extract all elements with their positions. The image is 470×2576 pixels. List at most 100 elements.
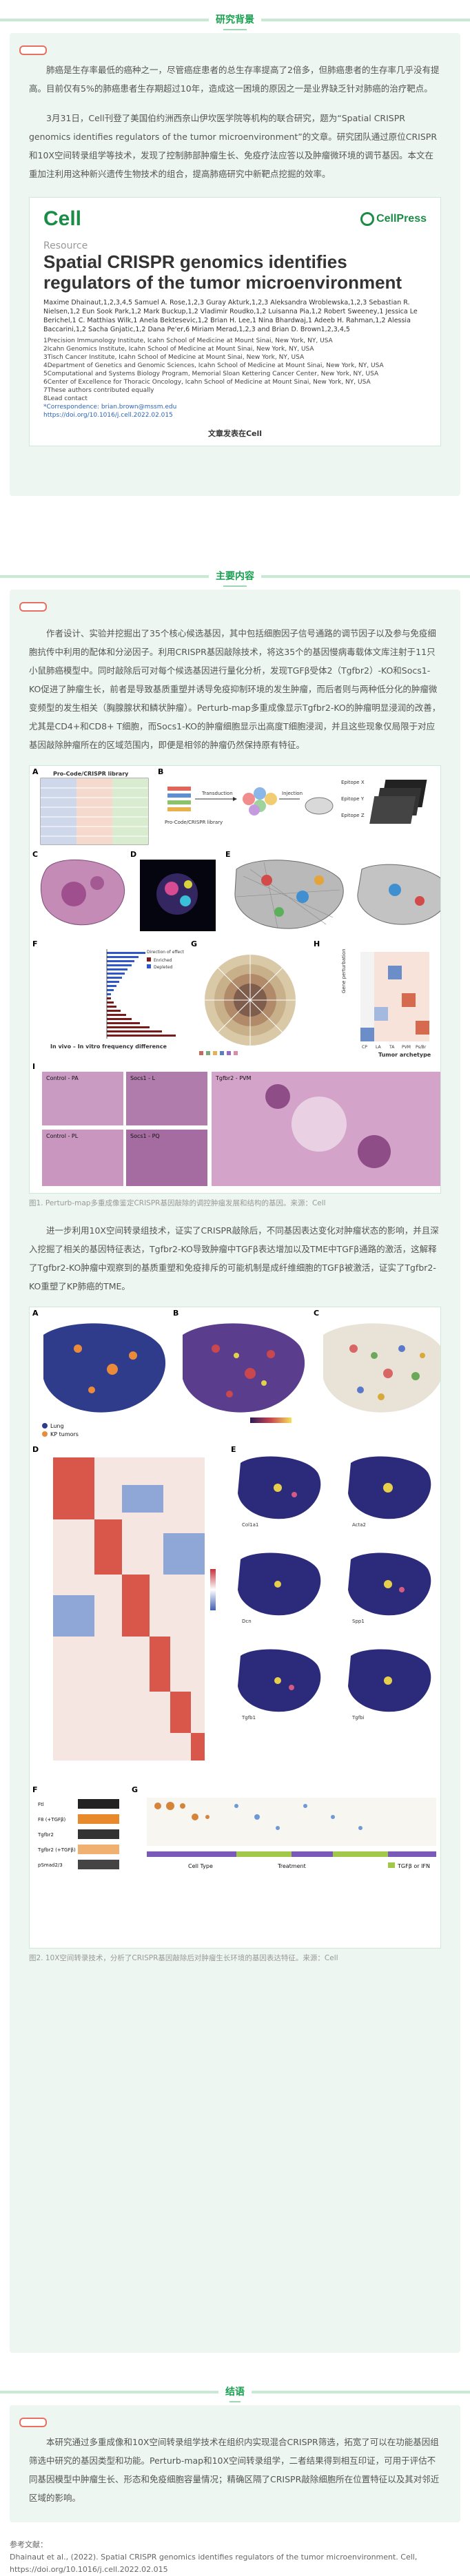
references-label: 参考文献：: [10, 2540, 48, 2549]
main-panel: 作者设计、实验并挖掘出了35个核心候选基因，其中包括细胞因子信号通路的调节因子以…: [10, 590, 460, 2353]
panel-label-d: D: [130, 850, 136, 859]
transduction-label: Transduction: [201, 791, 233, 796]
journal-logo: Cell: [43, 207, 82, 230]
paper-card: Cell CellPress Resource Spatial CRISPR g…: [29, 197, 441, 446]
library-vectors: [167, 787, 191, 811]
reference-item[interactable]: Dhainaut et al., (2022). Spatial CRISPR …: [10, 2553, 418, 2574]
epitope-label: Epitope Y: [341, 796, 365, 802]
panel-a-title: Pro-Code/CRISPR library: [53, 771, 129, 777]
svg-text:Tgfbi: Tgfbi: [351, 1715, 365, 1721]
svg-text:Tgfb1: Tgfb1: [241, 1715, 256, 1721]
paper-caption: 文章发表在Cell: [207, 429, 263, 438]
panel-h-xlabel: Tumor archetype: [378, 1052, 431, 1058]
paragraph: 本研究通过多重成像和10X空间转录组学技术在组织内实现混合CRISPR筛选，拓宽…: [29, 2437, 440, 2503]
paragraph: 进一步利用10X空间转录组技术，证实了CRISPR敲除后，不同基因表达变化对肿瘤…: [29, 1225, 439, 1291]
svg-text:PVM: PVM: [402, 1045, 411, 1050]
svg-text:Ps/Br: Ps/Br: [416, 1045, 427, 1050]
panel-label-d: D: [32, 1445, 39, 1454]
svg-text:Cell Type: Cell Type: [188, 1863, 213, 1869]
imaging-stack: [369, 780, 427, 824]
panel-label-c: C: [32, 850, 38, 859]
references: 参考文献： Dhainaut et al., (2022). Spatial C…: [0, 2522, 470, 2576]
panel-label-a: A: [32, 767, 39, 776]
svg-text:Spp1: Spp1: [352, 1619, 365, 1624]
epitope-label: Epitope X: [341, 780, 365, 785]
panel-label-b: B: [173, 1309, 178, 1318]
svg-text:Acta2: Acta2: [352, 1522, 366, 1528]
figure-2-graphic: A Lung KP tumors B C: [32, 1309, 440, 1869]
panel-f-blot: [78, 1799, 119, 1869]
panel-f-bars: [107, 952, 176, 1037]
svg-text:Lung: Lung: [50, 1423, 64, 1429]
svg-text:KP tumors: KP tumors: [50, 1431, 79, 1437]
svg-text:LA: LA: [376, 1045, 381, 1050]
svg-text:Control - PL: Control - PL: [46, 1133, 79, 1139]
svg-text:Socs1 - PQ: Socs1 - PQ: [130, 1133, 160, 1139]
panel-f-xlabel: In vivo – In vitro frequency difference: [50, 1043, 167, 1050]
paragraph: 肺癌是生存率最低的癌种之一，尽管癌症患者的总生存率提高了2倍多，但肺癌患者的生存…: [29, 65, 440, 94]
svg-text:Depleted: Depleted: [154, 965, 173, 970]
correspondence-link[interactable]: *Correspondence: brian.brown@mssm.edu: [43, 404, 177, 411]
section-header-background: 研究背景: [0, 6, 470, 33]
svg-text:F8 (+TGFβ): F8 (+TGFβ): [38, 1817, 65, 1822]
affiliations: 1Precision Immunology Institute, Icahn S…: [43, 337, 384, 419]
section-header-conclusion: 结语: [0, 2378, 470, 2405]
panel-label-f: F: [32, 939, 38, 948]
panel-label-b: B: [158, 767, 163, 776]
section-title: 结语: [218, 2385, 252, 2402]
svg-text:TGFβ or IFN: TGFβ or IFN: [397, 1863, 430, 1869]
paragraph: 3月31日，Cell刊登了美国伯约洲西奈山伊坎医学院等机构的联合研究，题为“Sp…: [29, 113, 438, 179]
panel-i-histology: [42, 1072, 440, 1186]
cellpress-icon: [360, 212, 375, 226]
panel-label-h: H: [314, 939, 320, 948]
svg-text:Dcn: Dcn: [242, 1619, 252, 1624]
background-panel: 肺癌是生存率最低的癌种之一，尽管癌症患者的总生存率提高了2倍多，但肺癌患者的生存…: [10, 33, 460, 496]
panel-label-a: A: [32, 1309, 39, 1318]
decorative-pill-icon: [19, 602, 47, 612]
panel-g-legend: [199, 1051, 238, 1055]
paragraph: 作者设计、实验并挖掘出了35个核心候选基因，其中包括细胞因子信号通路的调节因子以…: [29, 628, 441, 750]
figure-1-caption: 图1. Perturb-map多重成像鉴定CRISPR基因敲除的调控肿瘤发展和结…: [29, 1199, 326, 1207]
panel-label-g: G: [191, 939, 197, 948]
panel-f-legend-title: Direction of effect: [147, 950, 185, 955]
panel-label-f: F: [32, 1785, 38, 1794]
svg-text:TA: TA: [389, 1045, 395, 1050]
panel-label-g: G: [132, 1785, 138, 1794]
svg-text:Treatment: Treatment: [277, 1863, 306, 1869]
panel-h-heatmap: [360, 952, 429, 1041]
decorative-pill-icon: [19, 2418, 47, 2427]
panel-label-e: E: [231, 1445, 236, 1454]
svg-text:Enriched: Enriched: [154, 958, 172, 963]
figure-2: A Lung KP tumors B C: [29, 1307, 441, 1949]
section-header-main: 主要内容: [0, 562, 470, 590]
svg-text:CP: CP: [362, 1045, 367, 1050]
panel-h-ylabel: Gene perturbation: [341, 948, 347, 993]
svg-text:pSmad2/3: pSmad2/3: [38, 1862, 63, 1868]
svg-text:Col1a1: Col1a1: [242, 1522, 258, 1528]
figure-1-graphic: A Pro-Code/CRISPR library B: [32, 767, 440, 1186]
panel-e-maps: [238, 1456, 431, 1712]
svg-text:Tgfbr2 (+TGFβ): Tgfbr2 (+TGFβ): [37, 1847, 76, 1853]
svg-text:Control - PA: Control - PA: [46, 1075, 79, 1081]
injection-label: Injection: [282, 791, 303, 796]
publisher-logo: CellPress: [360, 212, 427, 226]
article-kind: Resource: [43, 240, 88, 251]
panel-g-dotplot: [147, 1798, 436, 1857]
svg-text:Tgfbr2: Tgfbr2: [37, 1832, 54, 1838]
panel-d-heatmap: [53, 1457, 205, 1760]
authors: Maxime Dhainaut,1,2,3,4,5 Samuel A. Rose…: [43, 299, 418, 333]
panel-label-i: I: [32, 1062, 35, 1071]
panel-label-c: C: [314, 1309, 319, 1318]
doi-link[interactable]: https://doi.org/10.1016/j.cell.2022.02.0…: [43, 412, 173, 419]
svg-text:Ftl: Ftl: [38, 1802, 44, 1807]
svg-text:Socs1 - L: Socs1 - L: [130, 1075, 156, 1081]
lib-label: Pro-Code/CRISPR library: [165, 820, 223, 825]
section-title: 主要内容: [209, 569, 261, 587]
section-title: 研究背景: [209, 12, 261, 30]
svg-text:Tgfbr2 - PVM: Tgfbr2 - PVM: [215, 1075, 252, 1081]
paper-title: Spatial CRISPR genomics identifies regul…: [43, 251, 402, 293]
cell-cluster: [243, 787, 277, 816]
conclusion-panel: 本研究通过多重成像和10X空间转录组学技术在组织内实现混合CRISPR筛选，拓宽…: [10, 2405, 460, 2522]
figure-2-caption: 图2. 10X空间转录技术，分析了CRISPR基因敲除后对肿瘤生长环境的基因表达…: [29, 1954, 338, 1962]
decorative-pill-icon: [19, 45, 47, 55]
